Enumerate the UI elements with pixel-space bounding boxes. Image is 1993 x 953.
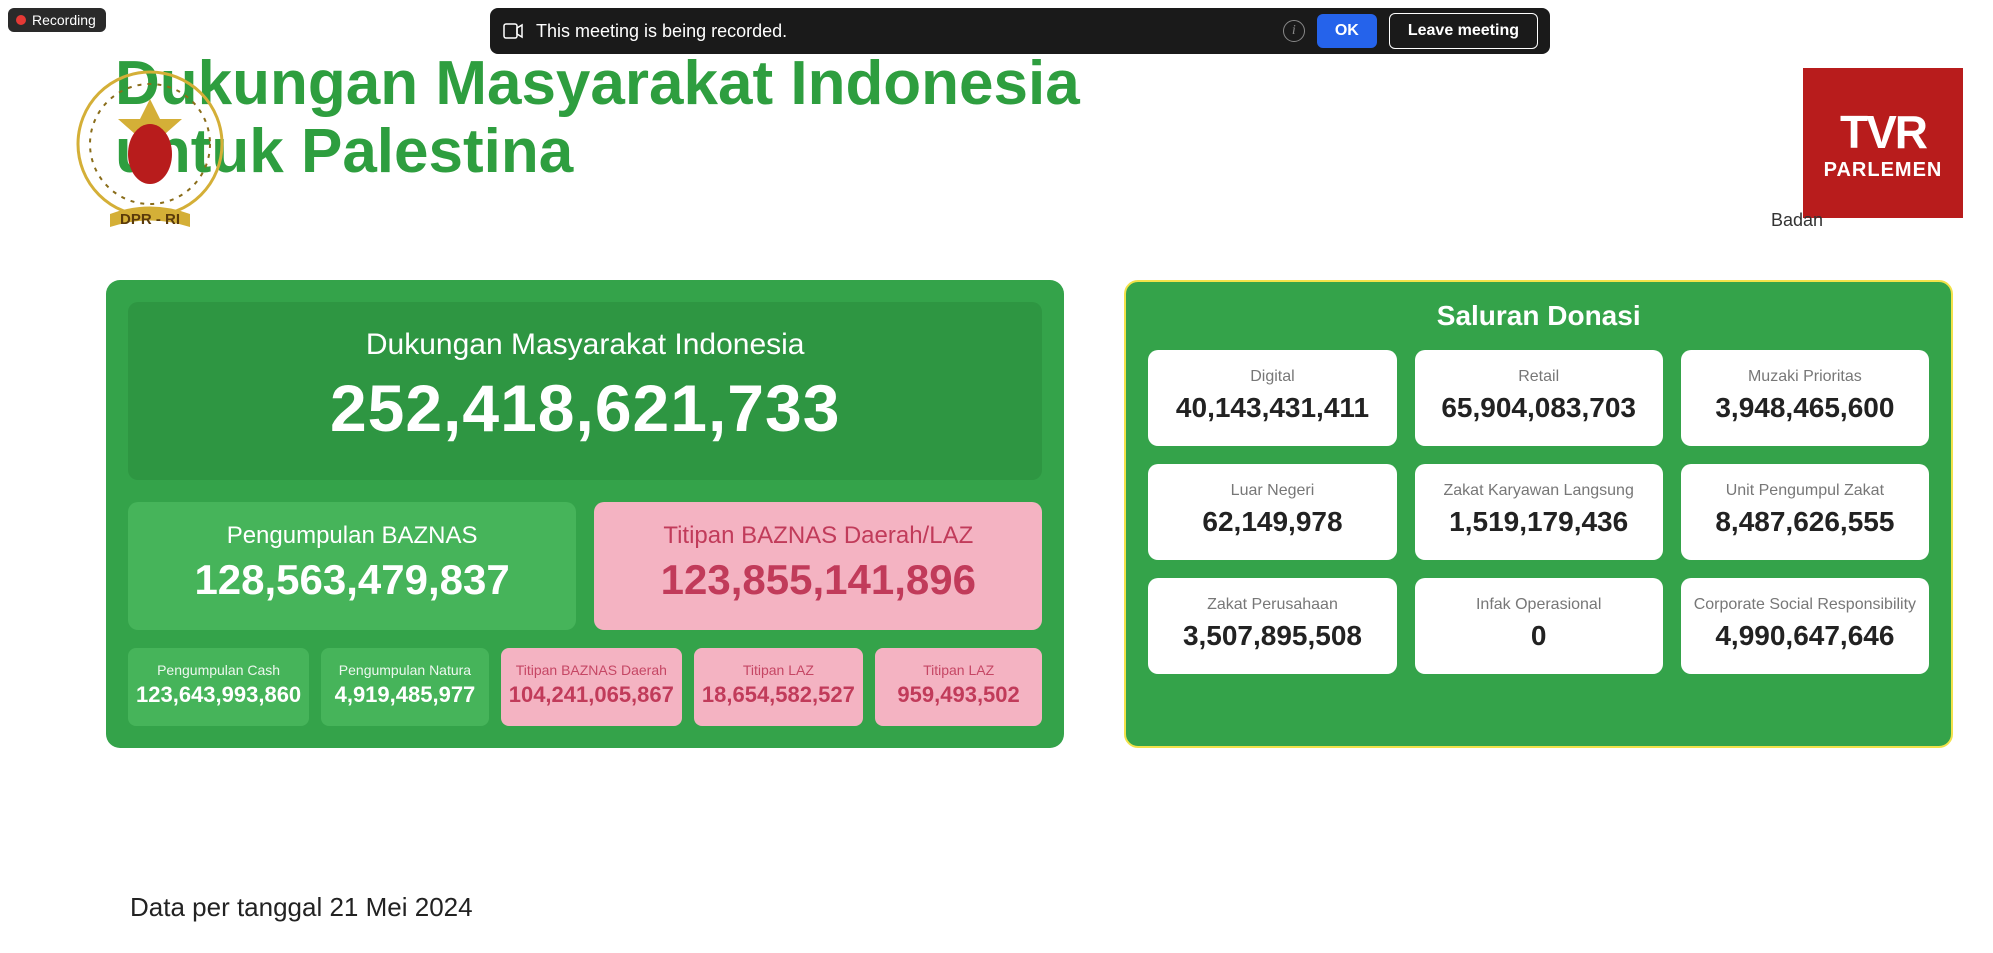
title-line-1: Dukungan Masyarakat Indonesia <box>115 50 1080 118</box>
channel-value: 40,143,431,411 <box>1160 392 1384 424</box>
channel-label: Digital <box>1160 368 1384 386</box>
card-label: Titipan LAZ <box>883 662 1035 678</box>
channel-digital: Digital 40,143,431,411 <box>1148 350 1396 446</box>
tvr-parlemen-logo: TVR PARLEMEN <box>1803 68 1963 218</box>
channel-value: 4,990,647,646 <box>1693 620 1917 652</box>
info-icon[interactable]: i <box>1283 20 1305 42</box>
channel-label: Unit Pengumpul Zakat <box>1693 482 1917 500</box>
channel-label: Corporate Social Responsibility <box>1693 596 1917 614</box>
channel-label: Luar Negeri <box>1160 482 1384 500</box>
channel-value: 3,948,465,600 <box>1693 392 1917 424</box>
channel-label: Zakat Perusahaan <box>1160 596 1384 614</box>
meeting-message: This meeting is being recorded. <box>536 21 1271 42</box>
tvr-bottom: PARLEMEN <box>1824 159 1943 182</box>
channel-value: 62,149,978 <box>1160 506 1384 538</box>
channels-grid: Digital 40,143,431,411 Retail 65,904,083… <box>1148 350 1929 674</box>
leave-meeting-button[interactable]: Leave meeting <box>1389 13 1538 49</box>
sub-card-laz2: Titipan LAZ 959,493,502 <box>875 648 1043 726</box>
card-value: 123,643,993,860 <box>136 682 301 708</box>
channel-label: Infak Operasional <box>1427 596 1651 614</box>
card-value: 123,855,141,896 <box>610 556 1026 604</box>
meeting-notification-bar: This meeting is being recorded. i OK Lea… <box>490 8 1550 54</box>
badan-label: Badan <box>1771 210 1823 231</box>
header: Dukungan Masyarakat Indonesia untuk Pale… <box>60 50 1953 230</box>
recording-cam-icon <box>502 20 524 42</box>
card-label: Pengumpulan Natura <box>329 662 481 678</box>
channel-retail: Retail 65,904,083,703 <box>1415 350 1663 446</box>
page-title: Dukungan Masyarakat Indonesia untuk Pale… <box>115 50 1080 186</box>
channel-value: 3,507,895,508 <box>1160 620 1384 652</box>
channel-zakat-perusahaan: Zakat Perusahaan 3,507,895,508 <box>1148 578 1396 674</box>
channel-value: 8,487,626,555 <box>1693 506 1917 538</box>
sub-summary-row: Pengumpulan Cash 123,643,993,860 Pengump… <box>128 648 1042 726</box>
card-value: 18,654,582,527 <box>702 682 855 708</box>
card-value: 128,563,479,837 <box>144 556 560 604</box>
mid-summary-row: Pengumpulan BAZNAS 128,563,479,837 Titip… <box>128 502 1042 630</box>
main-total-label: Dukungan Masyarakat Indonesia <box>148 328 1022 362</box>
sub-card-laz1: Titipan LAZ 18,654,582,527 <box>694 648 863 726</box>
donation-channels-panel: Saluran Donasi Digital 40,143,431,411 Re… <box>1124 280 1953 748</box>
channel-upz: Unit Pengumpul Zakat 8,487,626,555 <box>1681 464 1929 560</box>
pengumpulan-baznas-card: Pengumpulan BAZNAS 128,563,479,837 <box>128 502 576 630</box>
channel-value: 1,519,179,436 <box>1427 506 1651 538</box>
sub-card-natura: Pengumpulan Natura 4,919,485,977 <box>321 648 489 726</box>
main-total-card: Dukungan Masyarakat Indonesia 252,418,62… <box>128 302 1042 480</box>
card-value: 4,919,485,977 <box>329 682 481 708</box>
main-total-value: 252,418,621,733 <box>148 370 1022 446</box>
card-label: Titipan BAZNAS Daerah/LAZ <box>610 522 1026 550</box>
channel-value: 0 <box>1427 620 1651 652</box>
recording-dot-icon <box>16 15 26 25</box>
card-label: Pengumpulan BAZNAS <box>144 522 560 550</box>
svg-text:DPR - RI: DPR - RI <box>120 211 180 228</box>
channel-label: Zakat Karyawan Langsung <box>1427 482 1651 500</box>
card-label: Titipan LAZ <box>702 662 855 678</box>
channels-title: Saluran Donasi <box>1148 300 1929 332</box>
support-summary-panel: Dukungan Masyarakat Indonesia 252,418,62… <box>106 280 1064 748</box>
tvr-top: TVR <box>1840 105 1926 159</box>
footer-date: Data per tanggal 21 Mei 2024 <box>130 892 473 923</box>
channel-csr: Corporate Social Responsibility 4,990,64… <box>1681 578 1929 674</box>
card-label: Titipan BAZNAS Daerah <box>509 662 674 678</box>
main-content: Dukungan Masyarakat Indonesia 252,418,62… <box>106 280 1953 748</box>
card-value: 959,493,502 <box>883 682 1035 708</box>
channel-zakat-karyawan: Zakat Karyawan Langsung 1,519,179,436 <box>1415 464 1663 560</box>
dpr-emblem-icon: DPR - RI <box>60 64 240 239</box>
channel-muzaki: Muzaki Prioritas 3,948,465,600 <box>1681 350 1929 446</box>
sub-card-daerah: Titipan BAZNAS Daerah 104,241,065,867 <box>501 648 682 726</box>
recording-badge: Recording <box>8 8 106 32</box>
channel-infak: Infak Operasional 0 <box>1415 578 1663 674</box>
channel-label: Muzaki Prioritas <box>1693 368 1917 386</box>
card-label: Pengumpulan Cash <box>136 662 301 678</box>
ok-button[interactable]: OK <box>1317 14 1377 48</box>
titipan-baznas-card: Titipan BAZNAS Daerah/LAZ 123,855,141,89… <box>594 502 1042 630</box>
channel-value: 65,904,083,703 <box>1427 392 1651 424</box>
sub-card-cash: Pengumpulan Cash 123,643,993,860 <box>128 648 309 726</box>
recording-label: Recording <box>32 12 96 28</box>
card-value: 104,241,065,867 <box>509 682 674 708</box>
channel-label: Retail <box>1427 368 1651 386</box>
channel-luar-negeri: Luar Negeri 62,149,978 <box>1148 464 1396 560</box>
title-line-2: untuk Palestina <box>115 118 1080 186</box>
